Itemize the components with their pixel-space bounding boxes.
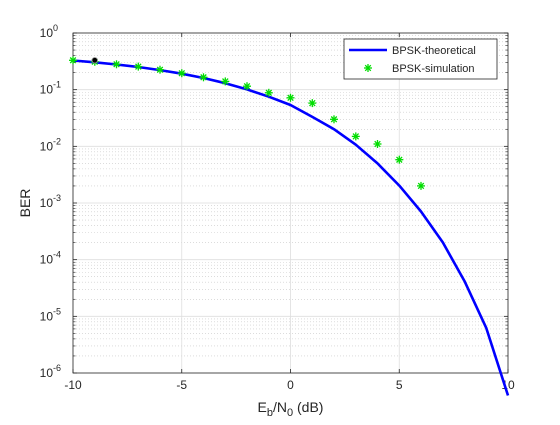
y-tick-label: 10 [40,139,54,153]
x-axis-label-mid: /N [273,399,287,415]
y-tick-label: 10 [40,309,54,323]
legend-entry-label: BPSK-theoretical [392,45,476,57]
simulation-point [417,181,425,190]
y-axis-label: BER [17,189,33,218]
y-tick-exponent: -4 [53,250,61,260]
y-tick-exponent: -5 [53,306,61,316]
y-tick-exponent: 0 [53,23,58,33]
legend-box [343,38,498,80]
x-axis-label: Eb/N0 (dB) [258,399,324,419]
y-tick-label: 10 [40,196,54,210]
x-tick-label: 5 [396,378,403,392]
y-tick-base: 10 [40,366,54,380]
y-tick-exponent: -6 [53,363,61,373]
legend-marker-swatch [364,64,372,72]
y-tick-base: 10 [40,309,54,323]
y-tick-base: 10 [40,26,54,40]
simulation-point [156,65,164,74]
y-tick-label: 10 [40,26,54,40]
series-theoretical-line [72,59,510,396]
simulation-point [264,88,273,97]
x-axis-label-tail: (dB) [293,399,323,415]
x-tick-label: -10 [64,378,82,392]
y-tick-base: 10 [40,83,54,97]
x-axis-label-base: E [258,399,267,415]
simulation-point [112,60,121,69]
simulation-point [243,82,251,91]
x-tick-label: -5 [176,378,187,392]
y-tick-label: 10 [40,366,54,380]
x-axis-label-sub1: b [267,407,273,419]
y-tick-base: 10 [40,139,54,153]
y-tick-exponent: -3 [53,193,61,203]
x-axis-label-sub2: 0 [287,407,293,419]
y-tick-exponent: -2 [53,136,61,146]
y-tick-label: 10 [40,83,54,97]
simulation-point [351,132,360,141]
simulation-point [308,99,317,108]
simulation-point [177,69,186,78]
simulation-point [134,62,143,71]
y-tick-exponent: -1 [53,80,61,90]
simulation-point [286,93,295,102]
simulation-point [395,155,404,164]
y-tick-base: 10 [40,253,54,267]
legend-entry-label: BPSK-simulation [392,63,475,75]
highlighted-point [91,57,98,64]
simulation-point [330,115,338,124]
simulation-point [373,140,382,148]
y-tick-base: 10 [40,196,54,210]
x-tick-label: 0 [287,378,294,392]
simulation-point [221,77,230,86]
simulation-point [69,56,77,65]
y-tick-label: 10 [40,253,54,267]
simulation-point [199,73,208,82]
